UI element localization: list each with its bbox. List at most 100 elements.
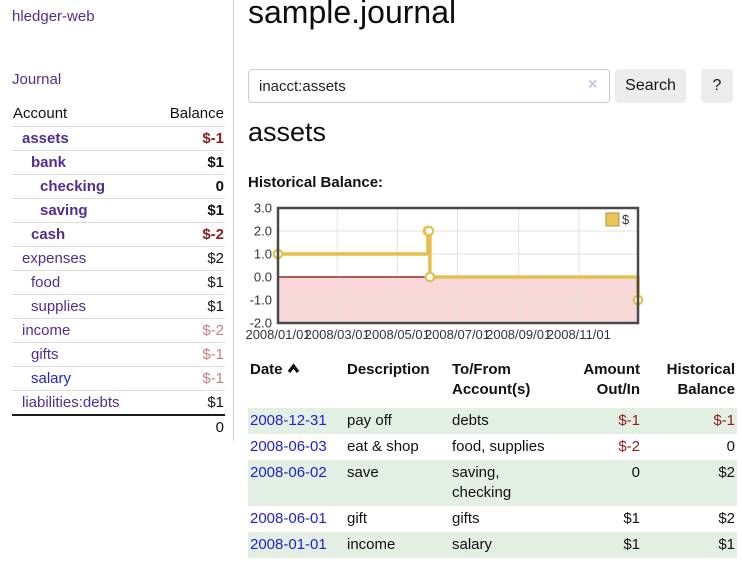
transaction-amount: $-1 — [562, 408, 642, 434]
search-button[interactable]: Search — [615, 69, 686, 103]
svg-text:2008/03/01: 2008/03/01 — [305, 327, 370, 342]
svg-text:-1.0: -1.0 — [250, 293, 272, 308]
transaction-balance: $-1 — [642, 408, 737, 434]
account-balance: $2 — [151, 246, 225, 271]
app-title-link[interactable]: hledger-web — [12, 8, 95, 25]
transaction-amount: 0 — [562, 460, 642, 506]
register-header-amount: Amount Out/In — [583, 361, 640, 398]
register-header-accounts: To/From Account(s) — [452, 361, 531, 398]
account-balance: 0 — [151, 174, 225, 199]
account-row: income $-2 — [12, 318, 225, 343]
account-balance: $-1 — [151, 342, 225, 367]
account-balance: $1 — [151, 270, 225, 295]
account-balance: $1 — [151, 198, 225, 223]
transaction-description: eat & shop — [347, 438, 419, 455]
account-row: assets $-1 — [12, 126, 225, 151]
transaction-accounts: food, supplies — [452, 438, 545, 455]
register-header-date[interactable]: Date — [248, 358, 345, 408]
chart-canvas: 3.0 2.0 1.0 0.0 -1.0 -2.02008/01/012008/03/01… — [245, 201, 644, 342]
transaction-description: income — [345, 532, 450, 558]
account-link[interactable]: assets — [22, 130, 69, 147]
svg-text:2008/07/01: 2008/07/01 — [425, 327, 490, 342]
account-row: food $1 — [12, 270, 225, 295]
sidebar-item-journal[interactable]: Journal — [12, 71, 62, 88]
account-tree-header-row: Account Balance — [12, 103, 225, 127]
transaction-date-link: 2008-01-01 — [248, 532, 345, 558]
svg-text:2008/01/01: 2008/01/01 — [245, 327, 310, 342]
svg-text:2008/05/01: 2008/05/01 — [365, 327, 430, 342]
transaction-amount: $1 — [562, 532, 642, 558]
transaction-accounts: salary — [450, 532, 562, 558]
svg-text:2.0: 2.0 — [254, 224, 272, 239]
sort-ascending-icon — [287, 360, 300, 380]
account-tree-total-row: 0 — [12, 414, 225, 439]
account-tree-total-value: 0 — [151, 414, 225, 439]
account-heading: assets — [248, 117, 327, 147]
transaction-description: save — [345, 460, 450, 506]
transaction-date-link[interactable]: 2008-01-01 — [250, 536, 327, 553]
transaction-date-link: 2008-12-31 — [248, 408, 345, 434]
register-table: Date Description To/From Account(s) Amou… — [248, 358, 737, 558]
account-row: expenses $2 — [12, 246, 225, 271]
transaction-balance: $2 — [718, 510, 735, 527]
transaction-description: pay off — [345, 408, 450, 434]
account-link[interactable]: gifts — [31, 346, 59, 363]
account-balance: $-2 — [151, 318, 225, 343]
transaction-date-link[interactable]: 2008-06-01 — [250, 510, 327, 527]
account-balance: $-1 — [151, 126, 225, 151]
account-column-header: Account — [13, 105, 68, 122]
account-link[interactable]: saving — [40, 202, 88, 219]
transaction-date-link: 2008-06-02 — [248, 460, 345, 506]
transaction-amount: $1 — [623, 510, 640, 527]
sidebar: hledger-web Journal Account Balance asse… — [0, 0, 233, 582]
account-row: salary $-1 — [12, 366, 225, 391]
transaction-accounts: gifts — [452, 510, 480, 527]
account-link[interactable]: supplies — [31, 298, 87, 315]
sidebar-divider — [233, 0, 234, 441]
chart-title: Historical Balance: — [248, 174, 384, 191]
transaction-date-link: 2008-06-03 — [248, 434, 345, 460]
svg-text:2008/09/01: 2008/09/01 — [486, 327, 551, 342]
register-header-balance: Historical Balance — [666, 361, 735, 398]
account-row: saving $1 — [12, 198, 225, 223]
register-header-row: Date Description To/From Account(s) Amou… — [248, 358, 737, 408]
search-input[interactable] — [248, 69, 610, 103]
account-link[interactable]: bank — [31, 154, 67, 171]
transaction-date-link[interactable]: 2008-06-02 — [250, 464, 327, 481]
svg-text:2008/11/01: 2008/11/01 — [547, 327, 611, 342]
account-balance: $-2 — [151, 222, 225, 247]
account-row: gifts $-1 — [12, 342, 225, 367]
transaction-date-link[interactable]: 2008-06-03 — [250, 438, 327, 455]
transaction-date-link[interactable]: 2008-12-31 — [250, 412, 327, 429]
account-link[interactable]: liabilities:debts — [22, 394, 120, 411]
clear-search-icon[interactable]: × — [588, 76, 598, 93]
account-row: supplies $1 — [12, 294, 225, 319]
account-balance: $1 — [151, 294, 225, 319]
svg-text:-2.0: -2.0 — [250, 316, 272, 331]
transaction-balance: 0 — [726, 438, 735, 455]
account-row: cash $-2 — [12, 222, 225, 247]
account-link[interactable]: cash — [31, 226, 66, 243]
register-row: 2008-06-03 eat & shop food, supplies $-2 0 — [248, 434, 737, 460]
transaction-description: gift — [347, 510, 368, 527]
account-link[interactable]: checking — [40, 178, 106, 195]
register-row: 2008-01-01 income salary $1 $1 — [248, 532, 737, 558]
account-link[interactable]: expenses — [22, 250, 87, 267]
svg-text:1.0: 1.0 — [254, 247, 272, 262]
search-bar: × Search ? — [248, 69, 737, 103]
transaction-accounts: saving, checking — [450, 460, 562, 506]
account-row: liabilities:debts $1 — [12, 390, 225, 415]
account-link[interactable]: salary — [31, 370, 72, 387]
account-link[interactable]: income — [22, 322, 71, 339]
svg-text:$: $ — [622, 212, 630, 227]
account-row: checking 0 — [12, 174, 225, 199]
transaction-date-link: 2008-06-01 — [248, 506, 345, 532]
account-balance: $1 — [151, 150, 225, 175]
account-link[interactable]: food — [31, 274, 61, 291]
svg-text:3.0: 3.0 — [254, 201, 272, 216]
register-row: 2008-06-01 gift gifts $1 $2 — [248, 506, 737, 532]
balance-column-header: Balance — [169, 105, 224, 122]
register-row: 2008-12-31 pay off debts $-1 $-1 — [248, 408, 737, 434]
help-button[interactable]: ? — [701, 69, 733, 103]
main-content: sample.journal × Search ? assets Histori… — [245, 0, 737, 582]
